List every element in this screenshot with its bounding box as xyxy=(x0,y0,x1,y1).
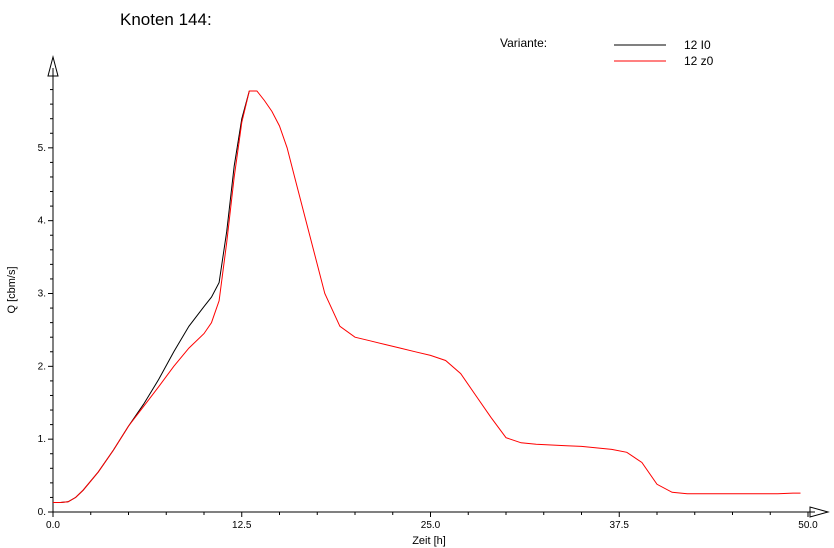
series-lines xyxy=(53,90,801,503)
x-axis-label: Zeit [h] xyxy=(412,535,446,547)
legend-entry-label: 12 I0 xyxy=(684,38,711,52)
y-axis-arrow xyxy=(47,55,59,77)
x-tick-label: 25.0 xyxy=(421,520,441,531)
y-tick-label: 2. xyxy=(38,361,46,372)
y-tick-label: 0. xyxy=(38,507,46,518)
y-tick-label: 3. xyxy=(38,289,46,300)
x-tick-label: 12.5 xyxy=(232,520,252,531)
x-axis-arrow xyxy=(809,506,830,518)
x-tick-label: 50.0 xyxy=(798,520,818,531)
y-tick-label: 1. xyxy=(38,434,46,445)
x-tick-label: 0.0 xyxy=(46,520,60,531)
y-tick-label: 4. xyxy=(38,216,46,227)
y-tick-label: 5. xyxy=(38,143,46,154)
x-ticks: 0.0 12.5 25.0 37.5 50.0 xyxy=(46,512,818,531)
series-line-2 xyxy=(53,90,801,503)
legend-entry-label: 12 z0 xyxy=(684,54,714,68)
axes xyxy=(47,55,830,518)
chart-title: Knoten 144: xyxy=(120,10,212,29)
y-axis-label: Q [cbm/s] xyxy=(6,266,18,313)
x-tick-label: 37.5 xyxy=(610,520,630,531)
y-ticks: 0. 1. 2. 3. 4. 5. xyxy=(38,89,53,518)
legend: 12 I0 12 z0 xyxy=(614,38,714,68)
legend-title: Variante: xyxy=(500,36,547,50)
